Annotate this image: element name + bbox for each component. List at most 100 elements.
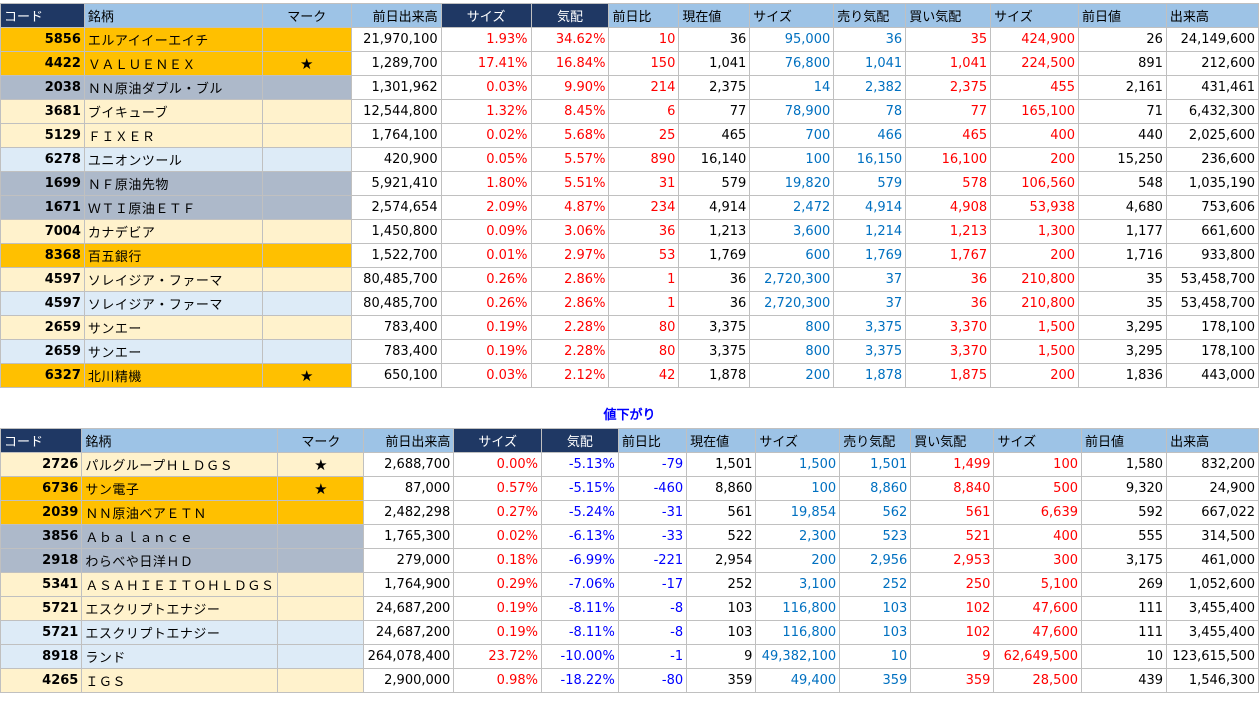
col-mark[interactable]: マーク: [261, 3, 352, 28]
table-row[interactable]: 2659 サンエー 783,400 0.19% 2.28% 80 3,375 800 3,375…: [0, 315, 1259, 340]
col-volume[interactable]: 出来高: [1165, 3, 1259, 28]
col-code[interactable]: コード: [0, 428, 83, 453]
change-cell: 1: [608, 291, 680, 316]
bid-price-cell: 2,953: [910, 548, 995, 573]
col-ask[interactable]: 売り気配: [839, 428, 912, 453]
bid-size-cell: 53,938: [990, 195, 1080, 220]
bid-size-cell: 200: [990, 243, 1080, 268]
size-ratio-cell: 23.72%: [453, 644, 542, 669]
prev-price-cell: 111: [1080, 620, 1168, 645]
table-row[interactable]: 3681 ブイキューブ 12,544,800 1.32% 8.45% 6 77 78,900 7…: [0, 99, 1259, 124]
star-mark-icon: [261, 171, 352, 196]
table-row[interactable]: 2726 パルグループＨＬＤＧＳ ★ 2,688,700 0.00% -5.13% -79 1…: [0, 452, 1259, 477]
table-row[interactable]: 6327 北川精機 ★ 650,100 0.03% 2.12% 42 1,878 200 1,87…: [0, 363, 1259, 388]
col-size2[interactable]: サイズ: [755, 428, 841, 453]
table-row[interactable]: 4597 ソレイジア・ファーマ 80,485,700 0.26% 2.86% 1 36 2,7…: [0, 267, 1259, 292]
col-name[interactable]: 銘柄: [83, 3, 263, 28]
ask-price-cell: 252: [839, 572, 912, 597]
table-row[interactable]: 1671 ＷＴＩ原油ＥＴＦ 2,574,654 2.09% 4.87% 234 4,914 2…: [0, 195, 1259, 220]
star-mark-icon: [261, 195, 352, 220]
col-code[interactable]: コード: [0, 3, 85, 28]
col-size1[interactable]: サイズ: [440, 3, 532, 28]
star-mark-icon: [261, 75, 352, 100]
bid-price-cell: 1,499: [910, 452, 995, 477]
col-size2[interactable]: サイズ: [749, 3, 835, 28]
table-row[interactable]: 2038 ＮＮ原油ダブル・ブル 1,301,962 0.03% 9.90% 214 2,37…: [0, 75, 1259, 100]
prev-volume-cell: 80,485,700: [350, 291, 442, 316]
col-kehai[interactable]: 気配: [540, 428, 619, 453]
table-row[interactable]: 4597 ソレイジア・ファーマ 80,485,700 0.26% 2.86% 1 36 2,7…: [0, 291, 1259, 316]
col-prev-price[interactable]: 前日値: [1078, 3, 1167, 28]
current-size-cell: 14: [749, 75, 835, 100]
table-row[interactable]: 5721 エスクリプトエナジー 24,687,200 0.19% -8.11% -8 103…: [0, 620, 1259, 645]
stock-name-cell: わらべや日洋ＨＤ: [81, 548, 279, 573]
col-size3[interactable]: サイズ: [990, 3, 1080, 28]
change-cell: 53: [608, 243, 680, 268]
bid-size-cell: 200: [990, 363, 1080, 388]
kehai-cell: 5.51%: [530, 171, 610, 196]
size-ratio-cell: 0.19%: [440, 315, 532, 340]
table-row[interactable]: 4422 ＶＡＬＵＥＮＥＸ ★ 1,289,700 17.41% 16.84% 150 1,0…: [0, 51, 1259, 76]
table-row[interactable]: 1699 ＮＦ原油先物 5,921,410 1.80% 5.51% 31 579 19,820…: [0, 171, 1259, 196]
table-row[interactable]: 3856 Ａｂａｌａｎｃｅ 1,765,300 0.02% -6.13% -33 522 2,…: [0, 524, 1259, 549]
current-price-cell: 3,375: [678, 339, 751, 364]
stock-code-cell: 3856: [0, 524, 83, 549]
prev-price-cell: 9,320: [1080, 476, 1168, 501]
bid-size-cell: 455: [990, 75, 1080, 100]
col-prev-volume[interactable]: 前日出来高: [350, 3, 442, 28]
col-prev-price[interactable]: 前日値: [1080, 428, 1168, 453]
change-cell: -1: [617, 644, 688, 669]
current-size-cell: 3,100: [755, 572, 841, 597]
col-size3[interactable]: サイズ: [993, 428, 1082, 453]
col-ask[interactable]: 売り気配: [833, 3, 907, 28]
col-kehai[interactable]: 気配: [530, 3, 610, 28]
prev-volume-cell: 2,688,700: [363, 452, 455, 477]
col-current[interactable]: 現在値: [686, 428, 757, 453]
stock-code-cell: 2039: [0, 500, 83, 525]
table-row[interactable]: 4265 ＩＧＳ 2,900,000 0.98% -18.22% -80 359 49,400…: [0, 668, 1259, 693]
table-row[interactable]: 2918 わらべや日洋ＨＤ 279,000 0.18% -6.99% -221 2,954 2…: [0, 548, 1259, 573]
bid-price-cell: 35: [905, 27, 992, 52]
col-bid[interactable]: 買い気配: [910, 428, 995, 453]
table-row[interactable]: 8368 百五銀行 1,522,700 0.01% 2.97% 53 1,769 600 1,7…: [0, 243, 1259, 268]
table-row[interactable]: 6736 サン電子 ★ 87,000 0.57% -5.15% -460 8,860 100 8,…: [0, 476, 1259, 501]
volume-cell: 667,022: [1166, 500, 1259, 525]
kehai-cell: 3.06%: [530, 219, 610, 244]
table-row[interactable]: 7004 カナデビア 1,450,800 0.09% 3.06% 36 1,213 3,600…: [0, 219, 1259, 244]
stock-code-cell: 2038: [0, 75, 85, 100]
table-row[interactable]: 8918 ランド 264,078,400 23.72% -10.00% -1 9 49,382…: [0, 644, 1259, 669]
kehai-cell: 2.28%: [530, 315, 610, 340]
stock-code-cell: 4422: [0, 51, 85, 76]
ask-price-cell: 103: [839, 620, 912, 645]
current-price-cell: 16,140: [678, 147, 751, 172]
size-ratio-cell: 17.41%: [440, 51, 532, 76]
col-mark[interactable]: マーク: [277, 428, 365, 453]
col-bid[interactable]: 買い気配: [905, 3, 992, 28]
ask-price-cell: 1,878: [833, 363, 907, 388]
col-name[interactable]: 銘柄: [81, 428, 279, 453]
col-change[interactable]: 前日比: [608, 3, 680, 28]
bid-size-cell: 165,100: [990, 99, 1080, 124]
table-row[interactable]: 2039 ＮＮ原油ベアＥＴＮ 2,482,298 0.27% -5.24% -31 561 1…: [0, 500, 1259, 525]
table-row[interactable]: 5721 エスクリプトエナジー 24,687,200 0.19% -8.11% -8 103…: [0, 596, 1259, 621]
ask-price-cell: 78: [833, 99, 907, 124]
col-volume[interactable]: 出来高: [1166, 428, 1259, 453]
stock-code-cell: 2659: [0, 339, 85, 364]
current-price-cell: 1,878: [678, 363, 751, 388]
table-row[interactable]: 2659 サンエー 783,400 0.19% 2.28% 80 3,375 800 3,375…: [0, 339, 1259, 364]
col-change[interactable]: 前日比: [617, 428, 688, 453]
ask-price-cell: 579: [833, 171, 907, 196]
prev-volume-cell: 264,078,400: [363, 644, 455, 669]
col-size1[interactable]: サイズ: [453, 428, 542, 453]
kehai-cell: 5.57%: [530, 147, 610, 172]
col-current[interactable]: 現在値: [678, 3, 751, 28]
table-row[interactable]: 6278 ユニオンツール 420,900 0.05% 5.57% 890 16,140 100…: [0, 147, 1259, 172]
table-row[interactable]: 5129 ＦＩＸＥＲ 1,764,100 0.02% 5.68% 25 465 700 466 4…: [0, 123, 1259, 148]
current-price-cell: 2,954: [686, 548, 757, 573]
bid-size-cell: 500: [993, 476, 1082, 501]
table-row[interactable]: 5856 エルアイイーエイチ 21,970,100 1.93% 34.62% 10 36 95…: [0, 27, 1259, 52]
bid-size-cell: 1,500: [990, 315, 1080, 340]
table-row[interactable]: 5341 ＡＳＡＨＩＥＩＴＯＨＬＤＧＳ 1,764,900 0.29% -7.06% -1…: [0, 572, 1259, 597]
col-prev-volume[interactable]: 前日出来高: [363, 428, 455, 453]
star-mark-icon: ★: [261, 51, 352, 76]
